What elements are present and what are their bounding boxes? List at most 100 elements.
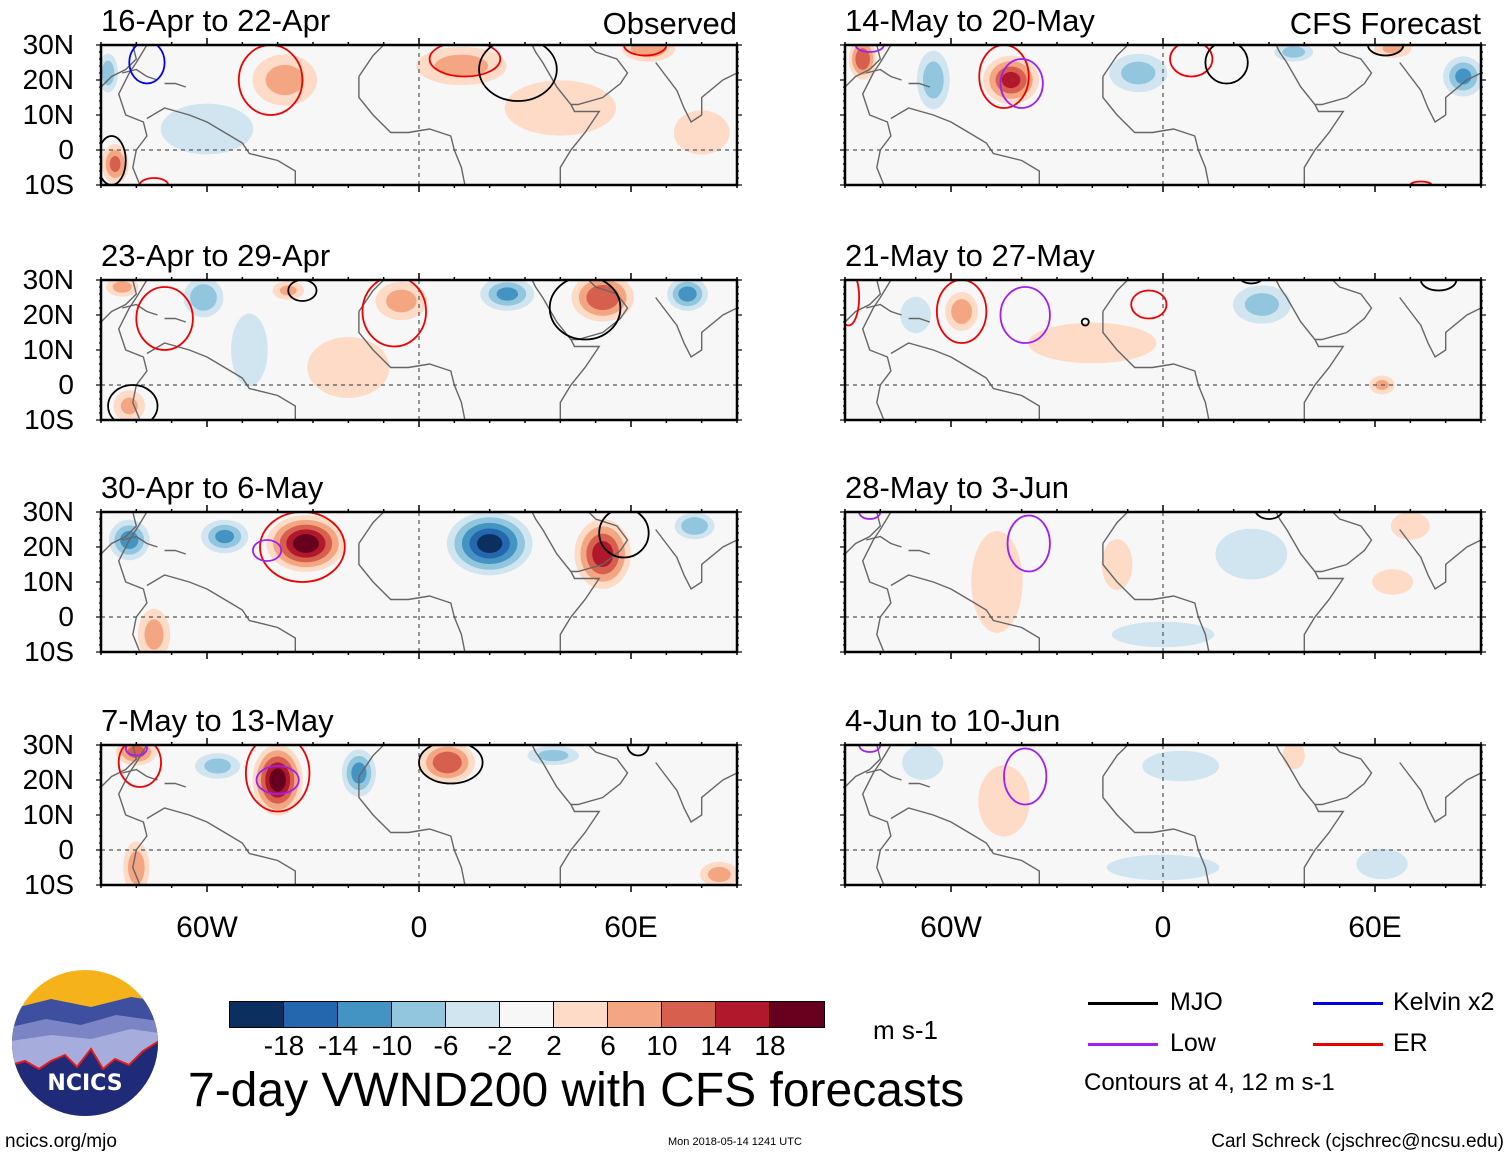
coastline	[358, 311, 466, 420]
coastline	[845, 512, 892, 652]
y-tick-label: 10S	[24, 636, 74, 667]
negative-anomaly	[1142, 750, 1220, 782]
x-tick-label: 60E	[1348, 911, 1402, 944]
legend-label-er: ER	[1393, 1029, 1428, 1057]
panel-title: 23-Apr to 29-Apr	[101, 238, 331, 273]
coastline	[1314, 280, 1373, 341]
negative-anomaly	[902, 745, 944, 780]
coastline	[890, 574, 1040, 652]
positive-anomaly	[1372, 569, 1414, 595]
y-tick-label: 10N	[22, 99, 74, 130]
coastline	[1275, 512, 1345, 652]
contour-er	[244, 745, 311, 813]
contour-mjo	[287, 280, 318, 302]
positive-anomaly	[269, 768, 286, 792]
contour-low	[999, 286, 1051, 344]
coastline	[845, 745, 892, 885]
colorbar-tick-label: -2	[487, 1030, 513, 1061]
map-content	[101, 512, 737, 652]
coastline	[655, 62, 737, 124]
coastline	[1102, 280, 1129, 312]
positive-anomaly	[434, 54, 489, 78]
negative-anomaly	[351, 762, 367, 784]
map-content	[845, 745, 1481, 885]
coastline	[1102, 776, 1210, 885]
map-content	[845, 45, 1481, 185]
contour-mjo	[1367, 45, 1405, 57]
contour-kelvin-x2	[128, 45, 166, 85]
y-tick-label: 30N	[22, 29, 74, 60]
positive-anomaly	[951, 299, 973, 324]
positive-anomaly	[1390, 512, 1430, 540]
y-tick-label: 30N	[22, 496, 74, 527]
contour-er	[1409, 180, 1433, 185]
y-tick-label: 10N	[22, 334, 74, 365]
contour-mjo	[1080, 317, 1090, 327]
contour-mjo	[1254, 512, 1284, 520]
negative-anomaly	[190, 284, 217, 311]
contour-er	[428, 45, 502, 78]
map-panel	[840, 38, 1486, 192]
coastline	[1314, 512, 1373, 573]
legend-line-mjo	[1088, 1002, 1158, 1005]
observed-label: Observed	[602, 6, 737, 41]
colorbar-tick-label: 10	[646, 1030, 678, 1061]
coastline	[1102, 745, 1129, 777]
positive-anomaly	[432, 751, 462, 774]
colorbar-tick-label: 18	[754, 1030, 786, 1061]
negative-anomaly	[215, 529, 235, 544]
colorbar-tick-label: -6	[433, 1030, 459, 1061]
colorbar-cell	[770, 1002, 824, 1027]
coastline	[1314, 745, 1373, 806]
panel-title: 4-Jun to 10-Jun	[845, 703, 1061, 738]
x-tick-label: 0	[410, 911, 428, 944]
coastline	[101, 512, 148, 652]
negative-anomaly	[1356, 848, 1408, 880]
negative-anomaly	[681, 517, 709, 535]
negative-anomaly	[204, 758, 231, 774]
coastline	[866, 68, 902, 81]
contour-er	[135, 286, 194, 351]
contour-mjo	[1239, 280, 1264, 285]
colorbar-cell	[608, 1002, 662, 1027]
map-panel	[840, 505, 1486, 659]
contour-low	[858, 512, 882, 520]
map-content	[101, 280, 737, 420]
colorbar-cell	[284, 1002, 338, 1027]
coastline	[890, 807, 1040, 885]
map-panel	[96, 38, 742, 192]
coastline	[146, 107, 296, 185]
negative-anomaly	[160, 103, 254, 155]
negative-anomaly	[1121, 61, 1156, 85]
y-tick-label: 20N	[22, 64, 74, 95]
map-background	[101, 512, 737, 652]
contour-mjo	[101, 135, 127, 185]
contour-er	[623, 45, 668, 57]
site-link[interactable]: ncics.org/mjo	[5, 1131, 117, 1152]
map-content	[845, 280, 1481, 420]
y-tick-label: 0	[58, 134, 74, 165]
positive-anomaly	[1282, 745, 1305, 770]
contour-mjo	[107, 384, 159, 420]
positive-anomaly	[504, 80, 617, 136]
contour-low	[1003, 747, 1048, 806]
panel-title: 28-May to 3-Jun	[845, 470, 1069, 505]
y-tick-label: 20N	[22, 764, 74, 795]
positive-anomaly	[673, 110, 730, 155]
negative-anomaly	[922, 61, 944, 99]
contour-er	[935, 280, 988, 344]
contour-er	[259, 512, 346, 583]
positive-anomaly	[707, 866, 731, 883]
colorbar-cell	[230, 1002, 284, 1027]
coastline	[655, 529, 737, 591]
coastline	[358, 543, 466, 652]
coastline	[122, 768, 158, 781]
coastline	[1275, 280, 1345, 420]
coastline	[570, 45, 629, 106]
negative-anomaly	[477, 534, 503, 553]
coastline	[1275, 745, 1345, 885]
coastline	[146, 807, 296, 885]
contour-low	[252, 539, 283, 562]
coastline	[655, 762, 737, 824]
coastline	[908, 317, 931, 323]
